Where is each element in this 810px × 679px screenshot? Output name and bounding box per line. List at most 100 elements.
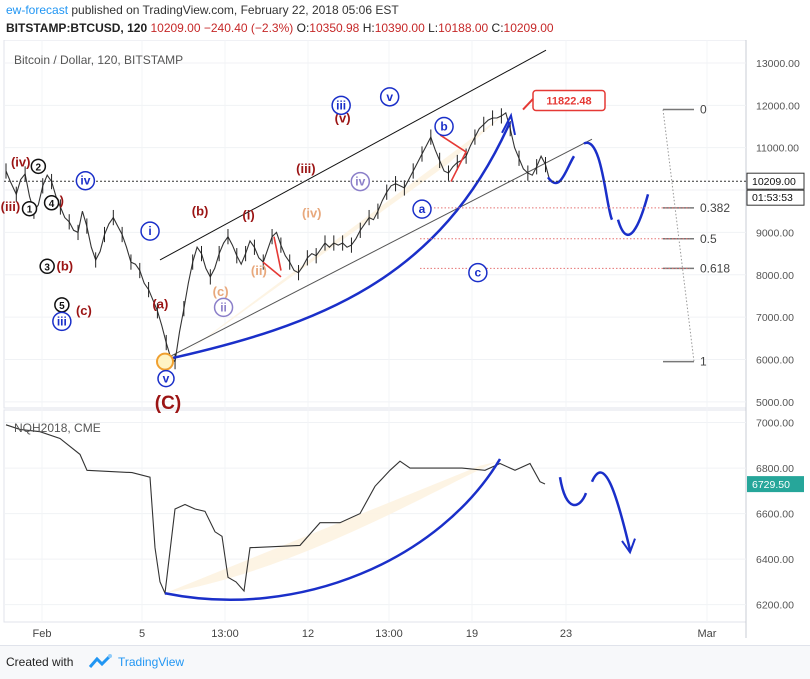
tradingview-brand-link[interactable]: TradingView: [118, 655, 185, 669]
last-price-axis-label: 10209.00: [752, 176, 796, 188]
wave-label: (a): [152, 297, 168, 312]
target-price-label: 11822.48: [546, 95, 591, 107]
wave-circle-label: 1: [27, 205, 33, 216]
fib-diagonal-line: [662, 109, 695, 362]
wave-circle-marker: [43, 195, 60, 211]
wave-circle-label: a: [419, 202, 426, 216]
footer-bar: Created with TradingView: [0, 645, 810, 679]
author-link[interactable]: ew-forecast: [6, 3, 69, 17]
open-value: 10350.98: [309, 21, 360, 35]
btc-y-tick-label: 13000.00: [756, 58, 800, 70]
nq-y-tick-label: 6800.00: [756, 463, 794, 475]
red-triangle-lines: [262, 236, 282, 278]
wave-circle-label: iii: [57, 314, 67, 328]
wave-circle-label: 3: [44, 262, 50, 273]
fib-level-label: 0: [700, 103, 707, 117]
price-change: −240.40 (−2.3%): [203, 21, 294, 35]
wave-circle-label: iii: [336, 98, 346, 112]
btc-y-tick-label: 9000.00: [756, 227, 794, 239]
btc-price-line: [5, 112, 551, 363]
blue-arc-arrowhead: [501, 112, 516, 136]
forecast-path: [546, 141, 650, 237]
nq-price-line: [5, 424, 546, 596]
x-tick-label: Feb: [33, 628, 52, 640]
x-tick-label: Mar: [698, 628, 717, 640]
last-price: 10209.00: [150, 21, 201, 35]
wave-circle-label: 4: [49, 199, 55, 210]
last-price-box: [746, 172, 805, 190]
created-with-label: Created with: [6, 655, 74, 669]
wave-end-highlight: [156, 352, 174, 371]
wave-label: (iii): [296, 161, 316, 176]
ohlc-line: BITSTAMP:BTCUSD, 120 10209.00 −240.40 (−…: [6, 21, 554, 35]
wave-circle-marker: [140, 221, 160, 241]
nq-forecast-path: [558, 471, 632, 551]
nq-y-tick-label: 6400.00: [756, 554, 794, 566]
x-tick-label: 12: [302, 628, 314, 640]
nq-y-tick-label: 6200.00: [756, 600, 794, 612]
wave-circle-label: i: [148, 224, 151, 238]
wave-circle-label: 2: [36, 162, 42, 173]
wave-circle-marker: [412, 199, 432, 219]
wave-circle-marker: [21, 200, 38, 217]
wave-circle-label: v: [386, 90, 393, 104]
wave-circle-label: c: [475, 266, 482, 280]
blue-arc-curve: [161, 121, 512, 362]
target-price-box: [532, 89, 606, 112]
low-value: 10188.00: [438, 21, 489, 35]
wave-label: (i): [242, 208, 254, 223]
btc-pane[interactable]: [3, 40, 747, 409]
wave-circle-label: ii: [220, 300, 227, 314]
wave-label: (iv): [11, 155, 31, 170]
fib-level-label: 1: [700, 355, 707, 369]
wave-label: (c): [76, 303, 92, 318]
wave-circle-label: b: [440, 119, 447, 133]
close-value: 10209.00: [503, 21, 554, 35]
high-value: 10390.00: [374, 21, 425, 35]
wave-circle-label: v: [163, 372, 170, 386]
major-wave-label: (C): [155, 393, 181, 414]
wave-label: (iv): [302, 206, 322, 221]
x-tick-label: 13:00: [375, 628, 403, 640]
btc-y-tick-label: 7000.00: [756, 312, 794, 324]
high-label: H:: [362, 21, 375, 35]
upper-channel-line: [159, 49, 547, 261]
x-tick-label: 19: [466, 628, 478, 640]
countdown-box: [746, 189, 805, 206]
wave-label: (b): [192, 203, 209, 218]
nq-last-price-box: [747, 476, 804, 493]
nq-last-price-label: 6729.50: [752, 479, 790, 491]
nq-y-tick-label: 6600.00: [756, 509, 794, 521]
wave-circle-marker: [157, 369, 175, 388]
wave-circle-marker: [379, 87, 400, 107]
symbol-label[interactable]: BITSTAMP:BTCUSD, 120: [6, 21, 148, 35]
wave-circle-marker: [52, 311, 72, 332]
tradingview-logo-icon: [88, 654, 112, 668]
fib-level-label: 0.618: [700, 261, 730, 275]
x-tick-label: 13:00: [211, 628, 239, 640]
wave-label: (c): [213, 284, 229, 299]
chart-canvas[interactable]: 11822.4800.3820.50.6181(iv)(iii)(a)(b)(a…: [0, 40, 810, 645]
x-tick-label: 23: [560, 628, 572, 640]
wave-fill-area: [173, 112, 506, 362]
published-text: published on TradingView.com, February 2…: [68, 3, 399, 17]
btc-y-tick-label: 8000.00: [756, 270, 794, 282]
btc-pane-title: Bitcoin / Dollar, 120, BITSTAMP: [14, 53, 183, 67]
wave-circle-marker: [30, 158, 47, 175]
btc-y-tick-label: 12000.00: [756, 100, 800, 112]
wave-circle-marker: [39, 258, 55, 275]
countdown-label: 01:53:53: [752, 192, 793, 204]
wave-circle-label: iv: [80, 174, 90, 188]
fib-level-label: 0.5: [700, 232, 717, 246]
nq-pane-title: NQH2018, CME: [14, 421, 101, 435]
red-triangle-lines: [439, 134, 468, 182]
fib-level-label: 0.382: [700, 201, 730, 215]
wave-circle-marker: [213, 297, 234, 318]
wave-circle-marker: [350, 171, 371, 192]
wave-circle-marker: [75, 170, 96, 191]
wave-circle-label: iv: [355, 175, 365, 189]
target-pointer: [522, 98, 534, 111]
wave-circle-label: 5: [59, 301, 65, 312]
wave-circle-marker: [434, 116, 454, 137]
btc-y-tick-label: 6000.00: [756, 355, 794, 367]
